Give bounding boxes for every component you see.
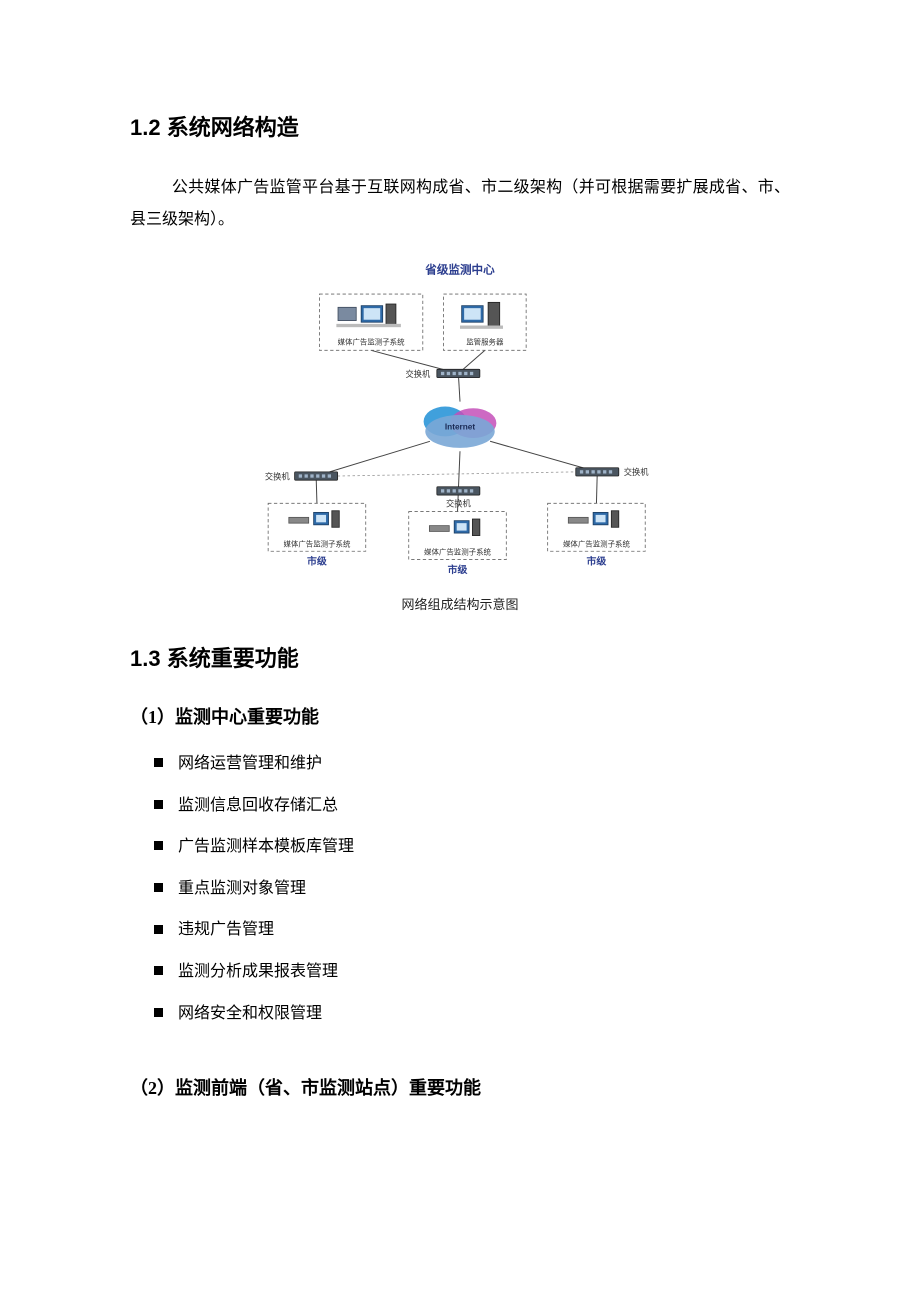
feature-list-1-item: 监测分析成果报表管理 (178, 951, 790, 993)
svg-text:省级监测中心: 省级监测中心 (424, 262, 495, 276)
document-page: 1.2 系统网络构造 公共媒体广告监管平台基于互联网构成省、市二级架构（并可根据… (0, 0, 920, 1302)
network-diagram: 省级监测中心媒体广告监测子系统监管服务器交换机Internet交换机交换机交换机… (130, 244, 790, 584)
svg-text:交换机: 交换机 (405, 369, 431, 379)
feature-list-1-item: 违规广告管理 (178, 909, 790, 951)
feature-list-1-item: 监测信息回收存储汇总 (178, 785, 790, 827)
svg-text:监管服务器: 监管服务器 (466, 337, 504, 347)
svg-text:交换机: 交换机 (446, 499, 472, 509)
feature-list-1: 网络运营管理和维护监测信息回收存储汇总广告监测样本模板库管理重点监测对象管理违规… (130, 743, 790, 1034)
svg-text:媒体广告监测子系统: 媒体广告监测子系统 (338, 337, 405, 347)
svg-text:媒体广告监测子系统: 媒体广告监测子系统 (563, 538, 630, 548)
svg-text:媒体广告监测子系统: 媒体广告监测子系统 (283, 538, 350, 548)
subheading-1-3-2: （2）监测前端（省、市监测站点）重要功能 (130, 1074, 790, 1100)
network-diagram-svg: 省级监测中心媒体广告监测子系统监管服务器交换机Internet交换机交换机交换机… (245, 244, 675, 584)
paragraph-1-2-text: 公共媒体广告监管平台基于互联网构成省、市二级架构（并可根据需要扩展成省、市、县三… (130, 179, 790, 228)
svg-text:媒体广告监测子系统: 媒体广告监测子系统 (424, 547, 491, 557)
svg-text:市级: 市级 (587, 555, 607, 568)
diagram-caption: 网络组成结构示意图 (130, 594, 790, 613)
subheading-1-3-1: （1）监测中心重要功能 (130, 703, 790, 729)
feature-list-1-item: 网络运营管理和维护 (178, 743, 790, 785)
svg-text:交换机: 交换机 (265, 471, 291, 481)
heading-1-2: 1.2 系统网络构造 (130, 110, 790, 142)
feature-list-1-item: 网络安全和权限管理 (178, 993, 790, 1035)
svg-text:交换机: 交换机 (624, 467, 650, 477)
svg-text:Internet: Internet (445, 423, 476, 432)
svg-text:市级: 市级 (448, 563, 468, 576)
feature-list-1-item: 重点监测对象管理 (178, 868, 790, 910)
feature-list-1-item: 广告监测样本模板库管理 (178, 826, 790, 868)
paragraph-1-2: 公共媒体广告监管平台基于互联网构成省、市二级架构（并可根据需要扩展成省、市、县三… (130, 172, 790, 236)
heading-1-3: 1.3 系统重要功能 (130, 641, 790, 673)
svg-text:市级: 市级 (307, 555, 327, 568)
